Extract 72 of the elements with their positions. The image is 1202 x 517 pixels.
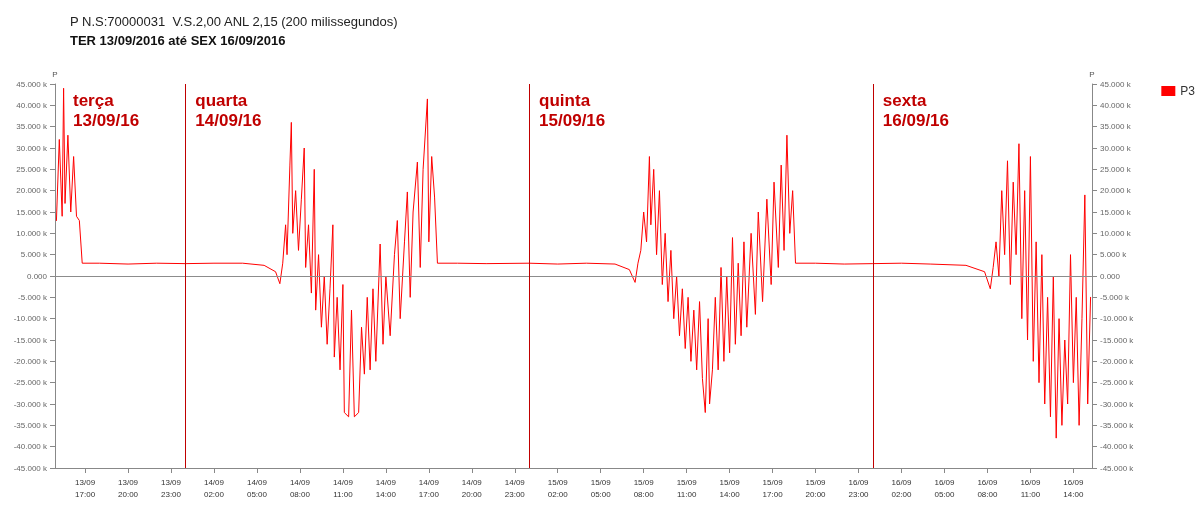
y2-tick-label: 5.000 k <box>1100 250 1128 260</box>
y2-tick-label: 45.000 k <box>1100 79 1132 89</box>
y2-tick-label: -30.000 k <box>1100 399 1135 409</box>
y-tick-label: -30.000 k <box>13 399 48 409</box>
y-tick-label: -20.000 k <box>13 356 48 366</box>
y-tick-label: 15.000 k <box>16 207 48 217</box>
x-tick-label: 14/09 02:00 <box>203 477 225 499</box>
y-tick-label: 40.000 k <box>16 100 48 110</box>
x-tick-label: 16/09 11:00 <box>1020 477 1041 499</box>
chart-title: P N.S:70000031 V.S.2,00 ANL 2,15 (200 milissegundos) <box>70 14 398 29</box>
x-tick-label: 16/09 02:00 <box>891 477 913 499</box>
y-axis-title: P <box>52 69 58 79</box>
x-tick-label: 16/09 14:00 <box>1063 477 1084 499</box>
y-tick-label: -10.000 k <box>13 314 48 324</box>
x-tick-label: 14/09 14:00 <box>375 477 397 499</box>
x-tick-label: 14/09 05:00 <box>246 477 268 499</box>
ref-line-label: quinta 15/09/16 <box>539 90 606 130</box>
x-tick-label: 15/09 11:00 <box>676 477 698 499</box>
y2-tick-label: 30.000 k <box>1100 143 1132 153</box>
y2-tick-label: 25.000 k <box>1100 164 1132 174</box>
y-tick-label: 10.000 k <box>16 228 48 238</box>
x-tick-label: 16/09 05:00 <box>934 477 956 499</box>
y2-tick-label: -35.000 k <box>1100 420 1135 430</box>
x-tick-label: 15/09 05:00 <box>590 477 612 499</box>
y-tick-label: -25.000 k <box>13 378 48 388</box>
y2-tick-label: 0.000 <box>1100 271 1121 281</box>
y-tick-label: 5.000 k <box>20 250 48 260</box>
y-tick-label: 20.000 k <box>16 186 48 196</box>
x-tick-label: 13/09 17:00 <box>75 477 96 499</box>
x-tick-label: 15/09 14:00 <box>719 477 741 499</box>
y-tick-label: 0.000 <box>26 271 48 281</box>
y-tick-label: 25.000 k <box>16 164 48 174</box>
y-tick-label: 35.000 k <box>16 122 48 132</box>
y-tick-label: -5.000 k <box>18 292 48 302</box>
legend-label: P3 <box>1180 84 1196 98</box>
y2-tick-label: 10.000 k <box>1100 228 1132 238</box>
chart-subtitle: TER 13/09/2016 até SEX 16/09/2016 <box>70 33 286 48</box>
y2-tick-label: -5.000 k <box>1100 292 1130 302</box>
y2-tick-label: 40.000 k <box>1100 100 1132 110</box>
x-tick-label: 15/09 08:00 <box>633 477 655 499</box>
annotation: terça 13/09/16 <box>73 90 140 130</box>
y-tick-label: -35.000 k <box>13 420 48 430</box>
x-tick-label: 14/09 20:00 <box>461 477 483 499</box>
x-tick-label: 16/09 23:00 <box>848 477 870 499</box>
x-tick-label: 14/09 11:00 <box>332 477 354 499</box>
x-tick-label: 13/09 20:00 <box>118 477 139 499</box>
y2-tick-label: -15.000 k <box>1100 335 1135 345</box>
y-tick-label: -15.000 k <box>13 335 48 345</box>
line-series <box>55 87 1092 439</box>
ref-line-label: sexta 16/09/16 <box>882 90 950 130</box>
y2-tick-label: 15.000 k <box>1100 207 1132 217</box>
y2-tick-label: -25.000 k <box>1100 378 1135 388</box>
y-tick-label: -40.000 k <box>13 442 48 452</box>
y2-tick-label: 35.000 k <box>1100 122 1132 132</box>
y2-tick-label: 20.000 k <box>1100 186 1132 196</box>
x-tick-label: 15/09 20:00 <box>805 477 827 499</box>
x-tick-label: 14/09 08:00 <box>289 477 311 499</box>
x-tick-label: 14/09 17:00 <box>418 477 440 499</box>
x-tick-label: 14/09 23:00 <box>504 477 526 499</box>
x-tick-label: 16/09 08:00 <box>977 477 998 499</box>
y2-tick-label: -40.000 k <box>1100 442 1135 452</box>
y-tick-label: 45.000 k <box>16 79 48 89</box>
x-tick-label: 15/09 17:00 <box>762 477 784 499</box>
ref-line-label: quarta 14/09/16 <box>195 90 262 130</box>
y2-tick-label: -10.000 k <box>1100 314 1135 324</box>
y2-tick-label: -20.000 k <box>1100 356 1135 366</box>
y2-axis-title: P <box>1089 69 1095 79</box>
x-tick-label: 13/09 23:00 <box>161 477 182 499</box>
x-tick-label: 15/09 02:00 <box>547 477 569 499</box>
y-tick-label: -45.000 k <box>13 463 48 473</box>
y2-tick-label: -45.000 k <box>1100 463 1135 473</box>
y-tick-label: 30.000 k <box>16 143 48 153</box>
